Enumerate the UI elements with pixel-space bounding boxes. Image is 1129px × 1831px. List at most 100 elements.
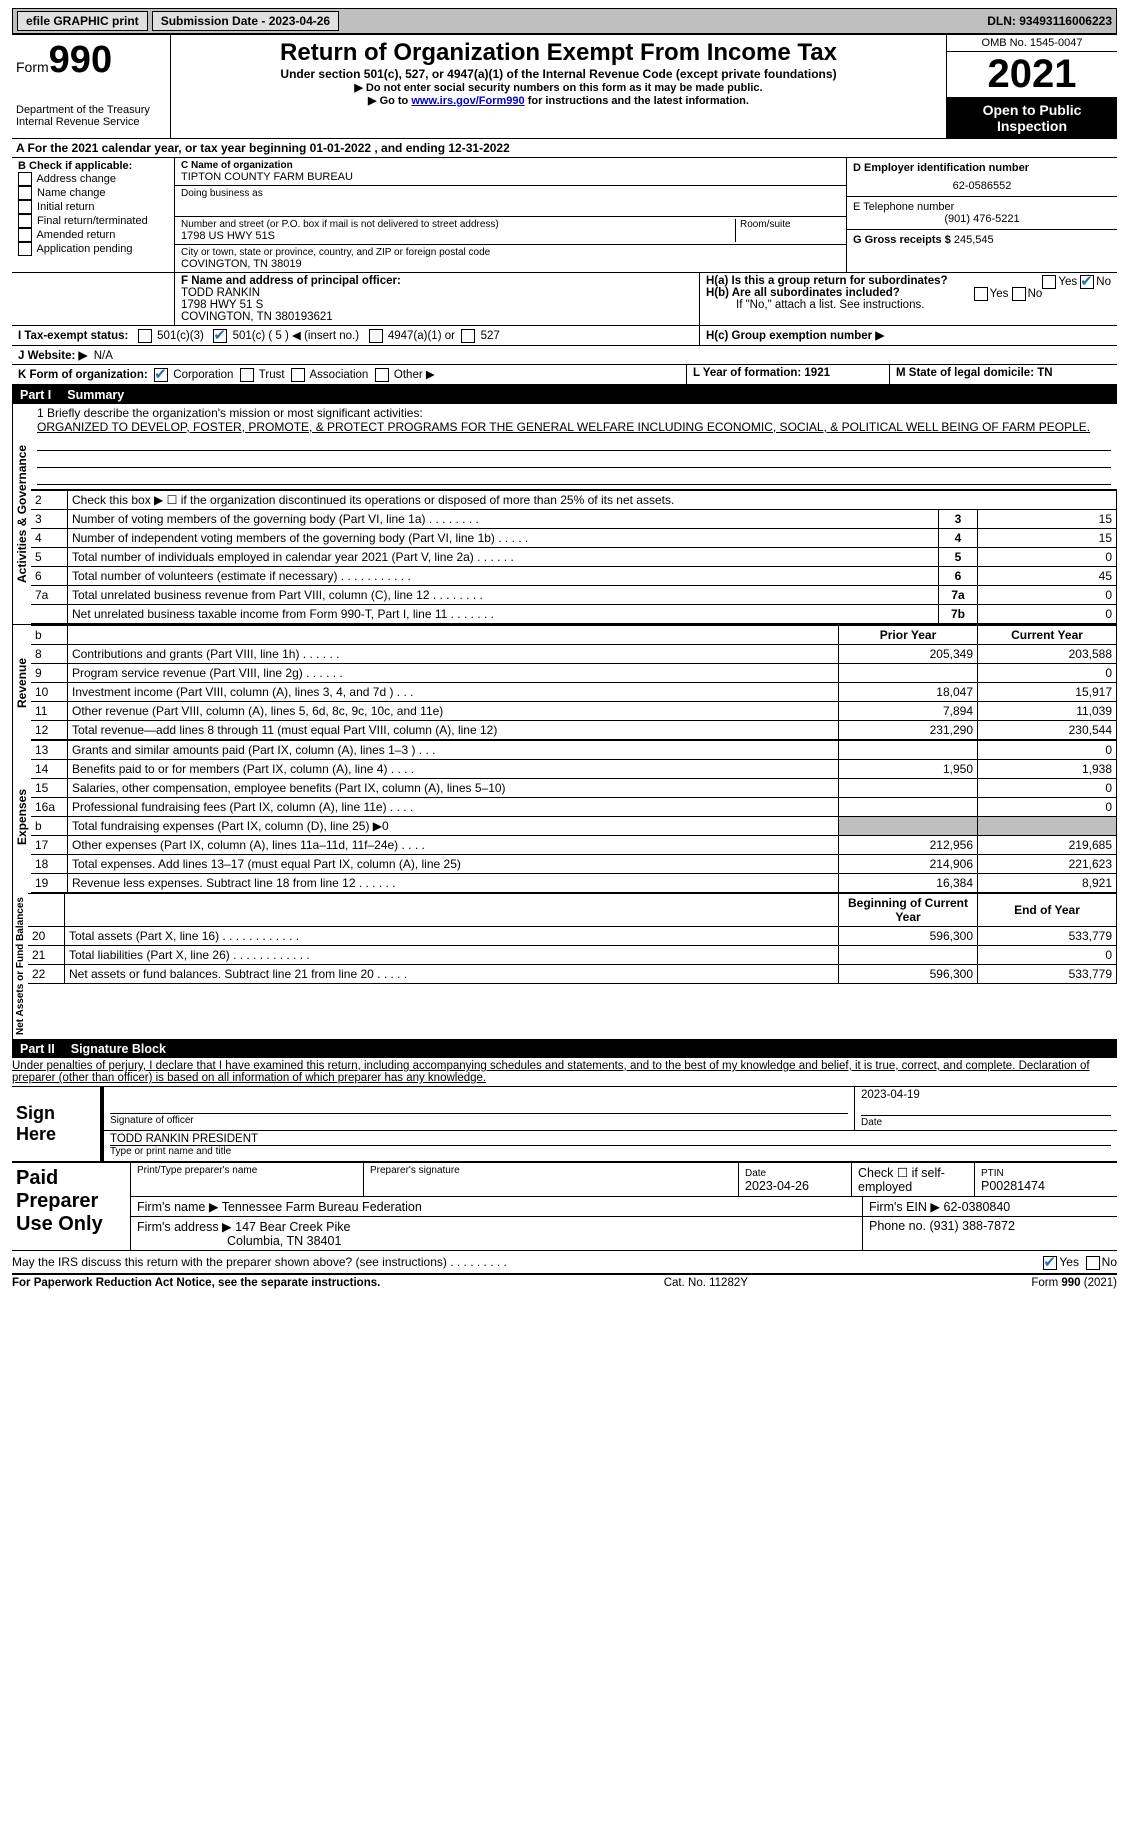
prep-date: 2023-04-26 <box>745 1179 809 1193</box>
527-checkbox[interactable] <box>461 329 475 343</box>
paid-preparer-label: Paid Preparer Use Only <box>12 1163 131 1250</box>
tax-status-label: I Tax-exempt status: <box>18 330 128 342</box>
firm-phone: (931) 388-7872 <box>929 1219 1014 1233</box>
firm-ein-label: Firm's EIN ▶ <box>869 1200 940 1214</box>
assoc-checkbox[interactable] <box>291 368 305 382</box>
year-formation: L Year of formation: 1921 <box>687 365 890 384</box>
mission-text: ORGANIZED TO DEVELOP, FOSTER, PROMOTE, &… <box>37 420 1111 434</box>
net-table: Beginning of Current Year End of Year 20… <box>28 893 1117 984</box>
sig-name-label: Type or print name and title <box>110 1146 1111 1157</box>
firm-name-label: Firm's name ▶ <box>137 1200 218 1214</box>
sig-date: 2023-04-19 <box>861 1089 1111 1101</box>
form-header: Form990 Department of the Treasury Inter… <box>12 35 1117 139</box>
phone-label: E Telephone number <box>853 201 1111 213</box>
officer-addr1: 1798 HWY 51 S <box>181 299 693 311</box>
expense-table: 13Grants and similar amounts paid (Part … <box>31 740 1117 893</box>
efile-top-bar: efile GRAPHIC print Submission Date - 20… <box>12 8 1117 35</box>
sign-here-label: Sign Here <box>12 1087 101 1161</box>
discuss-yes-checkbox[interactable] <box>1043 1256 1057 1270</box>
hb-no-checkbox[interactable] <box>1012 287 1026 301</box>
omb-number: OMB No. 1545-0047 <box>947 35 1117 51</box>
dept-treasury: Department of the Treasury <box>16 104 166 116</box>
ssn-warning: ▶ Do not enter social security numbers o… <box>177 81 940 94</box>
box-b-option[interactable]: Name change <box>18 186 168 200</box>
h-c-label: H(c) Group exemption number ▶ <box>706 330 884 342</box>
form-number: Form990 <box>16 39 166 82</box>
efile-print-button[interactable]: efile GRAPHIC print <box>17 11 148 31</box>
sig-officer-label: Signature of officer <box>110 1115 848 1126</box>
mission-label: 1 Briefly describe the organization's mi… <box>37 406 1111 420</box>
form-org-label: K Form of organization: <box>18 369 148 381</box>
501c-checkbox[interactable] <box>213 329 227 343</box>
group-activities: Activities & Governance 1 Briefly descri… <box>12 404 1117 625</box>
discuss-row: May the IRS discuss this return with the… <box>12 1251 1117 1275</box>
hb-yes-checkbox[interactable] <box>974 287 988 301</box>
submission-date-button[interactable]: Submission Date - 2023-04-26 <box>152 11 339 31</box>
officer-name: TODD RANKIN <box>181 287 693 299</box>
website-label: J Website: ▶ <box>18 350 87 362</box>
other-checkbox[interactable] <box>375 368 389 382</box>
footer: For Paperwork Reduction Act Notice, see … <box>12 1275 1117 1291</box>
state-domicile: M State of legal domicile: TN <box>890 365 1117 384</box>
box-b-option[interactable]: Application pending <box>18 242 168 256</box>
org-name: TIPTON COUNTY FARM BUREAU <box>181 171 840 183</box>
h-b-note: If "No," attach a list. See instructions… <box>706 299 1111 311</box>
501c3-checkbox[interactable] <box>138 329 152 343</box>
prep-name-label: Print/Type preparer's name <box>137 1165 357 1176</box>
dln-label: DLN: 93493116006223 <box>987 14 1112 28</box>
officer-addr2: COVINGTON, TN 380193621 <box>181 311 693 323</box>
prep-date-label: Date <box>745 1168 766 1179</box>
city-state-zip: COVINGTON, TN 38019 <box>181 258 840 270</box>
ha-no-checkbox[interactable] <box>1080 275 1094 289</box>
firm-ein: 62-0380840 <box>944 1200 1011 1214</box>
ein-value: 62-0586552 <box>853 174 1111 192</box>
firm-addr2: Columbia, TN 38401 <box>137 1234 856 1248</box>
discuss-no-checkbox[interactable] <box>1086 1256 1100 1270</box>
firm-addr1: 147 Bear Creek Pike <box>235 1220 350 1234</box>
4947-checkbox[interactable] <box>369 329 383 343</box>
room-label: Room/suite <box>740 219 840 230</box>
box-b-option[interactable]: Final return/terminated <box>18 214 168 228</box>
street-label: Number and street (or P.O. box if mail i… <box>181 219 735 230</box>
box-b-option[interactable]: Amended return <box>18 228 168 242</box>
form-subtitle: Under section 501(c), 527, or 4947(a)(1)… <box>177 67 940 81</box>
box-b-option[interactable]: Initial return <box>18 200 168 214</box>
firm-phone-label: Phone no. <box>869 1219 926 1233</box>
gross-value: 245,545 <box>954 234 994 246</box>
part1-header: Part I Summary <box>12 386 1117 404</box>
firm-name: Tennessee Farm Bureau Federation <box>222 1200 422 1214</box>
revenue-table: b Prior Year Current Year 8Contributions… <box>31 625 1117 740</box>
org-name-label: C Name of organization <box>181 160 840 171</box>
ha-yes-checkbox[interactable] <box>1042 275 1056 289</box>
irs-link[interactable]: www.irs.gov/Form990 <box>411 95 524 107</box>
ein-label: D Employer identification number <box>853 162 1111 174</box>
trust-checkbox[interactable] <box>240 368 254 382</box>
gross-label: G Gross receipts $ <box>853 234 951 246</box>
paid-preparer-block: Paid Preparer Use Only Print/Type prepar… <box>12 1162 1117 1251</box>
prep-sig-label: Preparer's signature <box>370 1165 732 1176</box>
sig-name: TODD RANKIN PRESIDENT <box>110 1133 1111 1146</box>
website-value: N/A <box>94 350 113 362</box>
section-bcd: B Check if applicable: Address change Na… <box>12 158 1117 273</box>
part2-header: Part II Signature Block <box>12 1040 1117 1058</box>
open-public-badge: Open to Public Inspection <box>947 98 1117 138</box>
street-address: 1798 US HWY 51S <box>181 230 735 242</box>
side-expenses: Expenses <box>12 740 31 893</box>
box-b-title: B Check if applicable: <box>18 160 168 172</box>
footer-left: For Paperwork Reduction Act Notice, see … <box>12 1277 380 1289</box>
ptin-value: P00281474 <box>981 1179 1045 1193</box>
footer-mid: Cat. No. 11282Y <box>664 1277 748 1289</box>
instructions-link-row: ▶ Go to www.irs.gov/Form990 for instruct… <box>177 94 940 107</box>
sig-date-label: Date <box>861 1117 1111 1128</box>
irs-label: Internal Revenue Service <box>16 116 166 128</box>
side-net: Net Assets or Fund Balances <box>12 893 28 1039</box>
box-b-option[interactable]: Address change <box>18 172 168 186</box>
side-revenue: Revenue <box>12 625 31 740</box>
corp-checkbox[interactable] <box>154 368 168 382</box>
footer-right: Form 990 (2021) <box>1031 1277 1117 1289</box>
self-employed-label: Check ☐ if self-employed <box>852 1163 975 1196</box>
gov-table: 2Check this box ▶ ☐ if the organization … <box>31 490 1117 624</box>
form-title: Return of Organization Exempt From Incom… <box>177 39 940 67</box>
row-a-tax-year: A For the 2021 calendar year, or tax yea… <box>12 139 1117 158</box>
phone-value: (901) 476-5221 <box>853 213 1111 225</box>
